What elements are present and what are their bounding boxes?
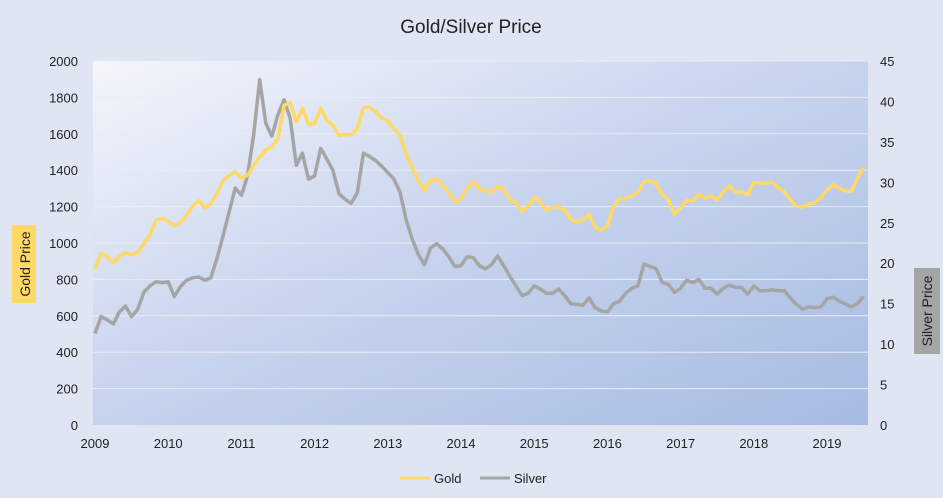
y-tick-label: 1200 [49, 200, 78, 215]
y2-tick-label: 20 [880, 256, 894, 271]
x-tick-label: 2009 [81, 436, 110, 451]
series-line-gold [93, 100, 866, 270]
x-tick-label: 2015 [520, 436, 549, 451]
x-tick-label: 2012 [300, 436, 329, 451]
y-axis-title-left-text: Gold Price [17, 231, 33, 297]
x-tick-label: 2014 [447, 436, 476, 451]
y-tick-label: 0 [71, 418, 78, 433]
x-axis: 2009 2010 2011 2012 2013 2014 2015 2016 2017 2018… [81, 436, 842, 451]
legend-label-silver: Silver [514, 471, 547, 486]
y-tick-label: 800 [56, 272, 78, 287]
y-tick-label: 1600 [49, 127, 78, 142]
y-tick-label: 1800 [49, 90, 78, 105]
y-axis-title-left-box [12, 225, 36, 303]
chart-title: Gold/Silver Price [400, 17, 542, 38]
x-tick-label: 2010 [154, 436, 183, 451]
x-tick-label: 2016 [593, 436, 622, 451]
y2-tick-label: 0 [880, 418, 887, 433]
y-tick-label: 400 [56, 345, 78, 360]
legend-label-gold: Gold [434, 471, 461, 486]
y-axis-title-right-text: Silver Price [919, 275, 935, 346]
y2-tick-label: 40 [880, 94, 894, 109]
y2-tick-label: 25 [880, 216, 894, 231]
y-tick-label: 600 [56, 309, 78, 324]
y2-tick-label: 30 [880, 175, 894, 190]
x-tick-label: 2019 [813, 436, 842, 451]
y-tick-label: 1400 [49, 163, 78, 178]
y-axis-left: 0 200 400 600 800 1000 1200 1400 1600 1800 2000 [49, 54, 78, 433]
y-axis-title-right: Silver Price [914, 268, 940, 354]
y-axis-title-left: Gold Price [12, 225, 36, 303]
x-tick-label: 2013 [373, 436, 402, 451]
series-lines [93, 77, 866, 335]
y-tick-label: 200 [56, 382, 78, 397]
legend: Gold Silver [400, 471, 547, 486]
y2-tick-label: 15 [880, 297, 894, 312]
y2-tick-label: 5 [880, 378, 887, 393]
x-tick-label: 2017 [666, 436, 695, 451]
y-tick-label: 2000 [49, 54, 78, 69]
y-tick-label: 1000 [49, 236, 78, 251]
y2-tick-label: 45 [880, 54, 894, 69]
y2-tick-label: 35 [880, 135, 894, 150]
y-axis-title-right-box [914, 268, 940, 354]
series-line-silver [93, 77, 865, 335]
y-axis-right: 0 5 10 15 20 25 30 35 40 45 [880, 54, 894, 433]
x-tick-label: 2018 [739, 436, 768, 451]
y2-tick-label: 10 [880, 337, 894, 352]
x-tick-label: 2011 [227, 436, 255, 451]
